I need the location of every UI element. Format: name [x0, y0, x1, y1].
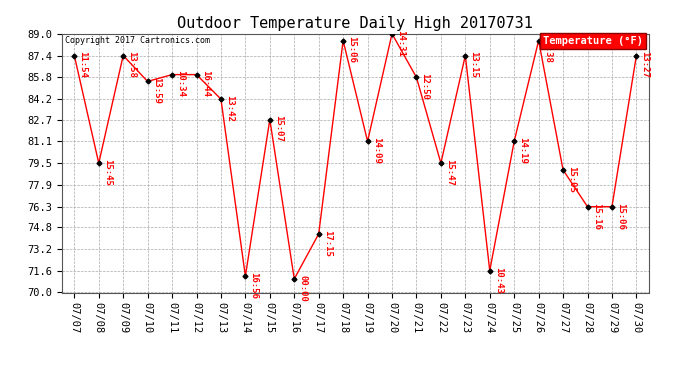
Text: 15:47: 15:47	[445, 159, 454, 186]
Text: Temperature (°F): Temperature (°F)	[543, 36, 642, 46]
Title: Outdoor Temperature Daily High 20170731: Outdoor Temperature Daily High 20170731	[177, 16, 533, 31]
Text: 17:15: 17:15	[323, 230, 332, 256]
Text: 16:44: 16:44	[201, 70, 210, 98]
Text: 15:07: 15:07	[274, 116, 283, 142]
Text: 13:15: 13:15	[469, 51, 478, 78]
Text: Copyright 2017 Cartronics.com: Copyright 2017 Cartronics.com	[65, 36, 210, 45]
Text: 00:00: 00:00	[298, 275, 308, 302]
Text: 16:56: 16:56	[250, 272, 259, 299]
Text: 11:54: 11:54	[79, 51, 88, 78]
Text: 15:05: 15:05	[567, 166, 576, 193]
Text: 13:38: 13:38	[543, 36, 552, 63]
Text: 15:16: 15:16	[591, 202, 601, 229]
Text: 10:34: 10:34	[176, 70, 185, 98]
Text: 14:31: 14:31	[396, 30, 405, 57]
Text: 14:19: 14:19	[518, 137, 527, 164]
Text: 13:59: 13:59	[152, 77, 161, 104]
Text: 13:27: 13:27	[640, 51, 649, 78]
Text: 10:43: 10:43	[494, 267, 503, 293]
Text: 13:58: 13:58	[128, 51, 137, 78]
Text: 14:09: 14:09	[372, 137, 381, 164]
Text: 12:50: 12:50	[421, 73, 430, 100]
Text: 15:06: 15:06	[616, 202, 625, 229]
Text: 13:42: 13:42	[225, 95, 234, 122]
Text: 15:06: 15:06	[347, 36, 356, 63]
Text: 15:45: 15:45	[103, 159, 112, 186]
